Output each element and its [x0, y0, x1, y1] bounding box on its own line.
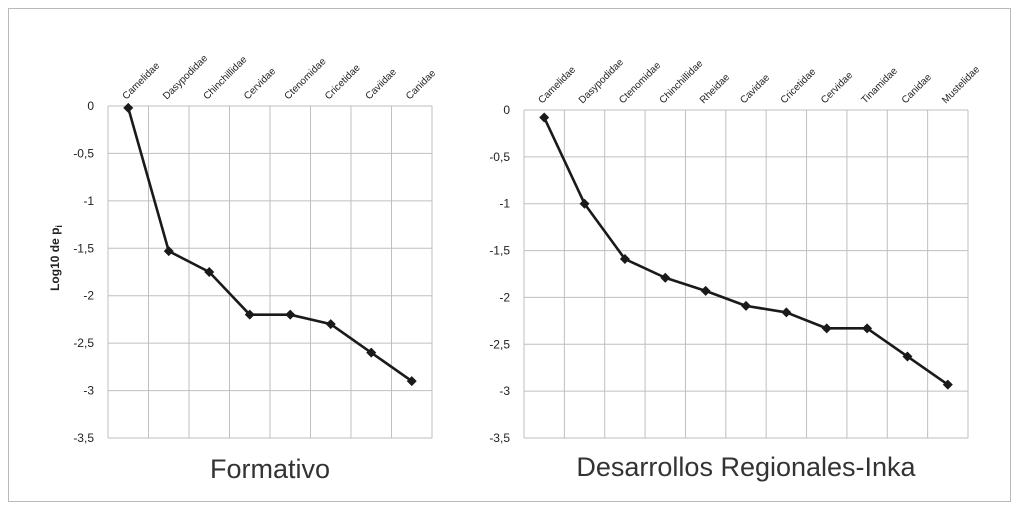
- data-point-chinchillidae: [204, 267, 215, 277]
- data-point-cricetidae: [781, 307, 792, 318]
- y-tick-label: -2: [499, 290, 510, 304]
- chart-title: Formativo: [210, 454, 330, 484]
- data-point-camelidae: [539, 112, 550, 123]
- y-tick-label: -0,5: [73, 146, 94, 160]
- category-label: Cervidae: [819, 70, 855, 106]
- y-axis-label: Log10 de pi: [48, 225, 64, 291]
- y-tick-label: -3,5: [73, 431, 94, 445]
- y-tick-label: -2,5: [489, 337, 510, 351]
- y-tick-label: -3: [499, 384, 510, 398]
- data-point-ctenomidae: [619, 254, 630, 265]
- y-axis-label-subscript: i: [54, 225, 64, 228]
- data-point-camelidae: [123, 102, 134, 113]
- chart-formativo: Log10 de pi 0 -0,5 -1 -1,5 -2 -2,5 -3 -3,5 Camel…: [48, 53, 439, 484]
- y-tick-label: -0,5: [489, 150, 510, 164]
- data-point-canidae: [902, 351, 913, 362]
- y-tick-label: -3,5: [489, 431, 510, 445]
- y-tick-label: -3: [83, 384, 94, 398]
- data-point-dasypodidae: [579, 198, 590, 209]
- category-label: Camelidae: [537, 64, 579, 106]
- category-label: Canidae: [900, 72, 934, 106]
- category-label: Cavidae: [738, 72, 772, 106]
- y-tick-label: -1,5: [73, 241, 94, 255]
- category-label: Ctenomidae: [283, 56, 329, 102]
- data-point-cavidae: [741, 300, 751, 311]
- series-line: [126, 107, 413, 383]
- y-tick-label: -1: [83, 194, 94, 208]
- figure-frame: [8, 8, 1011, 502]
- chart-title: Desarrollos Regionales-Inka: [576, 452, 916, 482]
- data-point-cricetidae: [325, 319, 336, 330]
- data-point-ctenomidae: [285, 309, 296, 320]
- y-tick-label: -2,5: [73, 336, 94, 350]
- y-tick-label: -1,5: [489, 244, 510, 258]
- data-point-dasypodidae: [163, 246, 174, 257]
- category-label: Mustelidae: [940, 64, 982, 106]
- y-tick-label: -1: [499, 197, 510, 211]
- y-tick-label: -2: [83, 289, 94, 303]
- category-label: Cricetidae: [779, 66, 819, 106]
- category-label: Rheidae: [698, 72, 732, 106]
- category-label: Canidae: [404, 68, 438, 102]
- data-point-caviidae: [366, 347, 377, 358]
- data-point-cervidae: [244, 309, 255, 320]
- chart-desarrollos-regionales-inka: 0-0,5-1-1,5-2-2,5-3-3,5CamelidaeDasypodi…: [489, 57, 982, 482]
- data-point-chinchillidae: [660, 272, 671, 283]
- data-point-canidae: [406, 376, 417, 387]
- y-tick-label: 0: [87, 99, 94, 113]
- category-label: Ctenomidae: [617, 60, 663, 106]
- data-point-tinamidae: [862, 323, 873, 334]
- category-label: Tinamidae: [859, 65, 900, 106]
- data-point-mustelidae: [942, 379, 953, 390]
- category-label: Caviidae: [364, 67, 400, 103]
- category-label: Cervidae: [242, 66, 278, 102]
- category-label: Camelidae: [121, 60, 163, 102]
- data-point-cervidae: [821, 323, 832, 334]
- y-tick-label: 0: [503, 103, 510, 117]
- data-point-rheidae: [700, 285, 711, 296]
- y-axis-label-text: Log10 de p: [48, 228, 62, 291]
- category-label: Cricetidae: [323, 62, 363, 102]
